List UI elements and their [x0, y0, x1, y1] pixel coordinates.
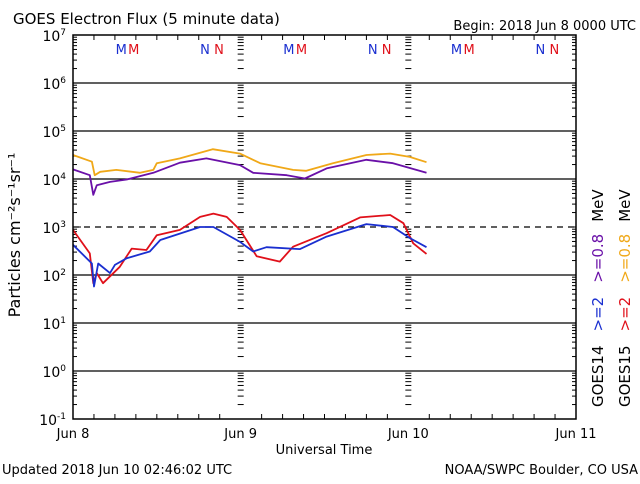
y-tick-exponent: 3: [60, 220, 66, 230]
x-tick-label: Jun 8: [56, 427, 90, 442]
y-tick-exponent: 6: [60, 76, 66, 86]
series-line-2: [72, 212, 428, 285]
y-tick-label: 10-1: [39, 412, 66, 429]
y-tick-exponent: 2: [60, 268, 66, 278]
y-tick-exponent: 1: [60, 316, 66, 326]
y-tick-base: 10: [42, 125, 60, 141]
y-tick-base: 10: [39, 413, 57, 429]
y-tick-label: 100: [42, 364, 66, 381]
marker-n: N: [368, 43, 378, 58]
axis-ticks: [73, 35, 576, 420]
marker-n: N: [536, 43, 546, 58]
legend-satellite: GOES15: [616, 345, 634, 407]
legend-energy: >=0.8: [589, 234, 607, 283]
y-tick-label: 102: [42, 268, 66, 285]
marker-n: N: [549, 43, 559, 58]
legend-column: GOES15 >=2 >=0.8 MeV: [616, 189, 634, 407]
y-tick-exponent: -1: [57, 412, 66, 422]
y-tick-label: 104: [42, 172, 66, 189]
y-tick-exponent: 7: [60, 28, 66, 38]
legend-satellite: GOES14: [589, 345, 607, 407]
x-tick-label: Jun 11: [555, 427, 597, 442]
x-axis-label: Universal Time: [276, 443, 373, 458]
marker-n: N: [200, 43, 210, 58]
legend-unit: MeV: [616, 189, 634, 222]
x-tick-labels: Jun 8 Jun 9 Jun 10 Jun 11: [56, 427, 597, 442]
chart-title: GOES Electron Flux (5 minute data): [13, 10, 280, 28]
y-tick-base: 10: [42, 221, 60, 237]
y-tick-label: 106: [42, 76, 66, 93]
series-line-1: [72, 157, 427, 196]
series-line-3: [72, 223, 427, 288]
marker-m: M: [128, 43, 139, 58]
y-tick-label: 103: [42, 220, 66, 237]
marker-n: N: [382, 43, 392, 58]
marker-m: M: [283, 43, 294, 58]
marker-m: M: [116, 43, 127, 58]
x-tick-label: Jun 9: [223, 427, 257, 442]
begin-time: Begin: 2018 Jun 8 0000 UTC: [453, 19, 636, 34]
data-source: NOAA/SWPC Boulder, CO USA: [445, 463, 638, 478]
y-tick-base: 10: [42, 317, 60, 333]
marker-m: M: [464, 43, 475, 58]
updated-time: Updated 2018 Jun 10 02:46:02 UTC: [2, 463, 232, 478]
legend-energy: >=2: [589, 297, 607, 332]
y-tick-exponent: 4: [60, 172, 66, 182]
marker-n: N: [214, 43, 224, 58]
y-tick-label: 101: [42, 316, 66, 333]
y-tick-base: 10: [42, 269, 60, 285]
y-tick-base: 10: [42, 77, 60, 93]
y-axis-label: Particles cm⁻²s⁻¹sr⁻¹: [5, 153, 24, 318]
y-tick-label: 105: [42, 124, 66, 141]
y-tick-exponent: 5: [60, 124, 66, 134]
legend-column: GOES14 >=2 >=0.8 MeV: [589, 189, 607, 407]
y-tick-label: 107: [42, 28, 66, 45]
series-line-0: [72, 148, 427, 177]
marker-m: M: [451, 43, 462, 58]
y-tick-exponent: 0: [60, 364, 66, 374]
y-tick-base: 10: [42, 29, 60, 45]
legend: GOES14 >=2 >=0.8 MeV GOES15 >=2 >=0.8 MeV: [589, 189, 634, 407]
y-tick-base: 10: [42, 173, 60, 189]
marker-m: M: [296, 43, 307, 58]
plot-frame: [72, 34, 577, 420]
legend-unit: MeV: [589, 189, 607, 222]
y-tick-base: 10: [42, 365, 60, 381]
legend-energy: >=2: [616, 297, 634, 332]
legend-energy: >=0.8: [616, 234, 634, 283]
x-tick-label: Jun 10: [387, 427, 429, 442]
grid: [73, 82, 576, 372]
series-lines: [72, 148, 428, 288]
